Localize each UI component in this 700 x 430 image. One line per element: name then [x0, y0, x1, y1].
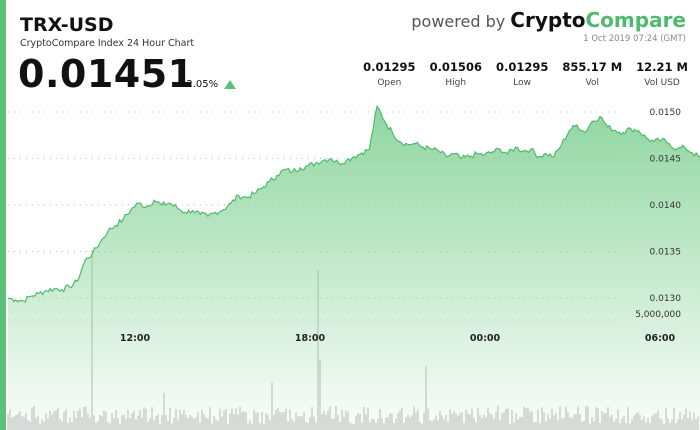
y-tick-label: 0.0130 — [650, 294, 682, 304]
stat-value: 0.01295 — [363, 60, 416, 74]
stat-label: High — [445, 78, 467, 88]
volume-scale-label: 5,000,000 — [635, 310, 681, 320]
stat-value: 855.17 M — [562, 60, 623, 74]
price-change-value: 12.05% — [180, 79, 219, 90]
stat-open: 0.01295 Open — [363, 60, 415, 88]
price-change: 12.05% — [180, 79, 237, 90]
stat-label: Open — [377, 78, 402, 88]
powered-by-text: powered by — [411, 12, 506, 31]
stat-value: 12.21 M — [636, 60, 688, 74]
stat-low: 0.01295 Low — [496, 60, 548, 88]
brand-logo[interactable]: powered by CryptoCompare — [411, 8, 686, 32]
stat-vol: 855.17 M Vol — [562, 60, 622, 88]
stat-label: Vol — [585, 78, 599, 88]
x-tick-label: 12:00 — [120, 333, 151, 344]
stat-label: Vol USD — [644, 78, 680, 88]
x-tick-label: 06:00 — [645, 333, 676, 344]
x-tick-label: 18:00 — [295, 333, 326, 344]
pair-title: TRX-USD — [20, 14, 114, 36]
brand-name-part1: Crypto — [510, 8, 586, 32]
triangle-up-icon — [224, 80, 237, 89]
chart-subtitle: CryptoCompare Index 24 Hour Chart — [20, 38, 195, 49]
y-tick-label: 0.0145 — [650, 154, 682, 164]
price-area — [8, 106, 700, 430]
y-tick-label: 0.0150 — [650, 108, 682, 118]
y-tick-label: 0.0135 — [650, 248, 682, 258]
stat-value: 0.01295 — [495, 60, 549, 74]
stat-vol-usd: 12.21 M Vol USD — [636, 60, 688, 88]
y-tick-label: 0.0140 — [650, 201, 682, 211]
stat-label: Low — [513, 78, 532, 88]
x-axis-ticks: 12:00 18:00 00:00 06:00 — [120, 333, 676, 344]
stats-bar: 0.01295 Open 0.01506 High 0.01295 Low 85… — [349, 60, 688, 88]
timestamp: 1 Oct 2019 07:24 (GMT) — [583, 34, 686, 44]
stat-value: 0.01506 — [429, 60, 482, 74]
left-accent-bar — [0, 0, 6, 430]
stat-high: 0.01506 High — [430, 60, 482, 88]
current-price: 0.01451 — [18, 52, 195, 96]
x-tick-label: 00:00 — [470, 333, 501, 344]
brand-name-part2: Compare — [585, 8, 687, 32]
y-axis-ticks: 0.0150 0.0145 0.0140 0.0135 0.0130 — [650, 108, 682, 304]
price-line — [7, 105, 700, 303]
